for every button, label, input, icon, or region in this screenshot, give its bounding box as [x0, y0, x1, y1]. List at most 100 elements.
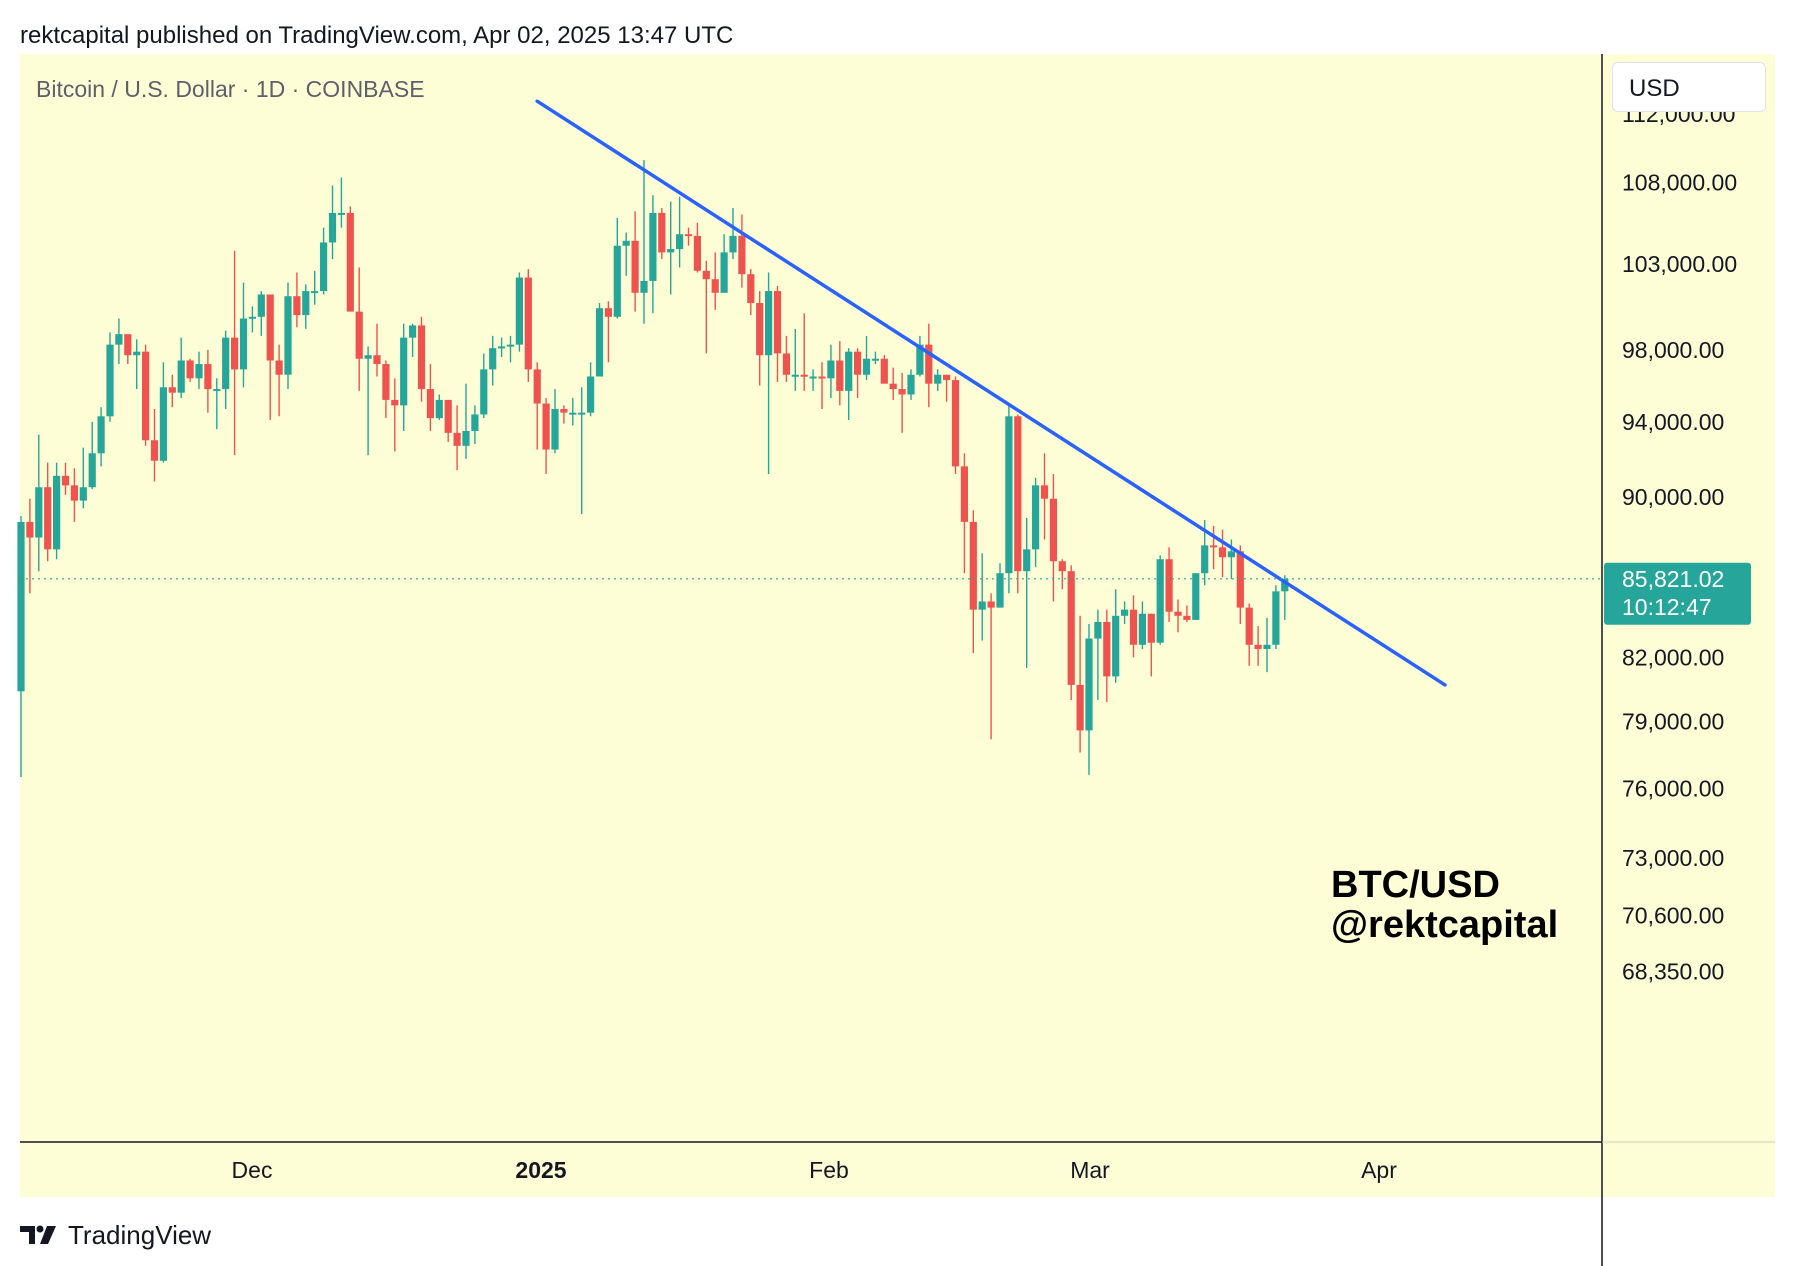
candle: [738, 214, 746, 288]
candle: [1165, 547, 1173, 622]
candle: [409, 323, 417, 357]
candle: [649, 195, 657, 314]
candle-body: [569, 412, 577, 415]
candle-body: [613, 245, 621, 317]
candle: [1094, 609, 1102, 700]
candle-body: [1210, 545, 1218, 548]
symbol-title: Bitcoin / U.S. Dollar · 1D · COINBASE: [36, 76, 425, 102]
candle: [239, 282, 248, 388]
trendline[interactable]: [535, 99, 1447, 687]
candle-body: [409, 325, 417, 338]
candle-body: [720, 252, 728, 293]
candle-body: [640, 280, 648, 293]
tradingview-logo-icon: [20, 1225, 56, 1244]
candle: [676, 196, 684, 268]
candle-body: [204, 364, 212, 390]
candle-body: [836, 360, 844, 391]
candle: [44, 462, 52, 562]
candle: [222, 330, 230, 409]
candle: [729, 208, 737, 260]
candle: [462, 383, 470, 459]
candle: [1040, 453, 1049, 540]
candle-body: [1023, 549, 1031, 572]
candle: [800, 313, 808, 391]
candle: [578, 387, 586, 515]
candle-body: [453, 432, 461, 446]
candle: [622, 232, 630, 276]
candle: [142, 344, 150, 446]
candle-body: [320, 242, 328, 292]
candle: [1103, 609, 1111, 703]
candle: [898, 372, 906, 433]
candle: [1245, 603, 1253, 666]
candle-body: [622, 240, 630, 246]
candle-body: [1165, 559, 1173, 612]
candle-body: [1227, 551, 1235, 558]
candle-body: [70, 485, 78, 501]
candle-body: [1067, 571, 1075, 685]
candle: [97, 407, 105, 467]
candle: [880, 355, 888, 384]
candle: [871, 351, 879, 365]
candle: [506, 335, 515, 363]
y-tick-label: 103,000.00: [1622, 251, 1737, 277]
candle-body: [1058, 561, 1066, 572]
tradingview-logo[interactable]: TradingView: [20, 1218, 211, 1252]
candle: [1076, 615, 1084, 753]
candle: [951, 376, 960, 474]
candle: [311, 270, 319, 305]
y-tick-label: 73,000.00: [1622, 845, 1724, 871]
candle: [70, 468, 78, 522]
currency-button[interactable]: USD: [1612, 62, 1766, 112]
candle: [1005, 403, 1013, 594]
candle-body: [987, 601, 995, 608]
candle: [978, 553, 986, 641]
candle: [195, 351, 203, 390]
y-tick-label: 82,000.00: [1622, 644, 1724, 670]
candle-body: [773, 291, 782, 354]
candle: [836, 341, 844, 406]
candle: [231, 250, 239, 456]
candle-body: [845, 351, 853, 391]
candle-body: [337, 212, 345, 215]
candle: [515, 272, 523, 352]
candle: [613, 217, 621, 319]
y-tick-label: 70,600.00: [1622, 903, 1724, 929]
candle: [765, 272, 773, 474]
candle-body: [1085, 638, 1093, 731]
candle-body: [916, 344, 924, 375]
candle-body: [542, 403, 550, 450]
candle-body: [1218, 547, 1227, 558]
candle: [61, 462, 70, 495]
candle-body: [676, 234, 684, 250]
x-tick-label: Dec: [232, 1157, 273, 1183]
candle-body: [551, 408, 559, 450]
candle: [1263, 617, 1271, 673]
candle-body: [1032, 485, 1040, 550]
candle-body: [587, 376, 595, 413]
candle: [328, 185, 337, 260]
candle-body: [1040, 485, 1049, 499]
candle: [150, 408, 159, 482]
candle-body: [1094, 621, 1102, 639]
candle-body: [1138, 613, 1146, 645]
candle: [1218, 529, 1227, 578]
candle-body: [266, 294, 274, 361]
candle-body: [426, 389, 434, 419]
candle: [1138, 601, 1146, 649]
candle-body: [97, 416, 105, 454]
annotation-line: BTC/USD: [1331, 864, 1500, 906]
candle: [604, 301, 612, 363]
candle: [444, 399, 452, 443]
candle: [943, 374, 951, 402]
candle: [1014, 414, 1022, 594]
candle: [417, 316, 426, 402]
candle: [284, 282, 292, 390]
candle: [293, 272, 301, 328]
candle-body: [1192, 573, 1200, 620]
candle-body: [462, 430, 470, 446]
candle-body: [444, 399, 452, 433]
candle: [862, 335, 871, 381]
candle: [1049, 473, 1057, 602]
